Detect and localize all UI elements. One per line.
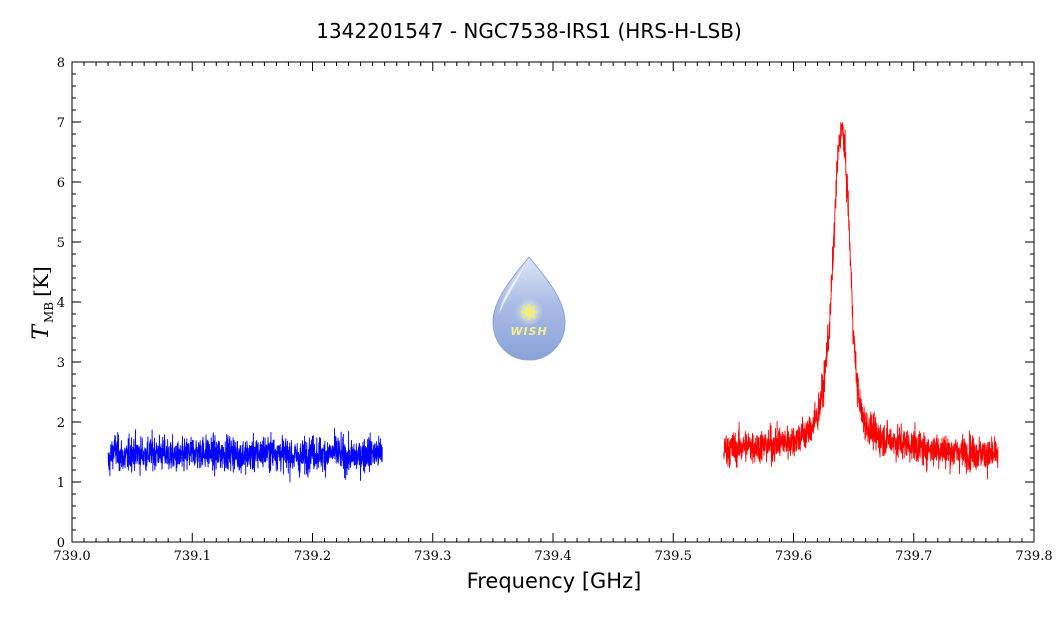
y-tick-label: 2 xyxy=(57,416,65,431)
x-axis-label: Frequency [GHz] xyxy=(467,569,642,593)
tick-labels: 739.0 739.1 739.2 739.3 739.4 739.5 739.6 739.7… xyxy=(53,56,1052,564)
chart-title: 1342201547 - NGC7538-IRS1 (HRS-H-LSB) xyxy=(316,19,742,43)
axis-ticks xyxy=(71,61,1035,543)
x-tick-label: 739.7 xyxy=(895,549,932,564)
y-tick-label: 0 xyxy=(57,536,65,551)
y-axis-label-subscript: MB xyxy=(42,302,56,323)
x-tick-label: 739.1 xyxy=(174,549,211,564)
y-tick-label: 1 xyxy=(57,476,65,491)
svg-text:TMB[K]: TMB [K] xyxy=(29,266,56,339)
wish-drop-logo-icon: WISH xyxy=(492,256,566,361)
series-layer xyxy=(107,122,999,483)
y-tick-label: 8 xyxy=(57,56,65,71)
y-tick-label: 6 xyxy=(57,176,65,191)
x-tick-label: 739.2 xyxy=(294,549,331,564)
y-tick-label: 4 xyxy=(57,296,65,311)
plot-frame xyxy=(71,61,1035,543)
y-tick-label: 3 xyxy=(57,356,65,371)
x-tick-label: 739.3 xyxy=(414,549,451,564)
series-line-2 xyxy=(723,122,999,480)
y-tick-label: 7 xyxy=(57,116,65,131)
x-tick-label: 739.8 xyxy=(1015,549,1052,564)
x-tick-label: 739.5 xyxy=(655,549,692,564)
y-axis-label: TMB [K] xyxy=(29,266,56,339)
x-tick-label: 739.4 xyxy=(534,549,571,564)
x-tick-label: 739.6 xyxy=(775,549,812,564)
series-line-1 xyxy=(107,428,383,483)
x-tick-label: 739.0 xyxy=(53,549,90,564)
y-axis-label-symbol: T xyxy=(29,323,54,340)
y-tick-label: 5 xyxy=(57,236,65,251)
wish-logo-text: WISH xyxy=(510,325,547,338)
y-axis-label-unit: [K] xyxy=(29,266,53,297)
